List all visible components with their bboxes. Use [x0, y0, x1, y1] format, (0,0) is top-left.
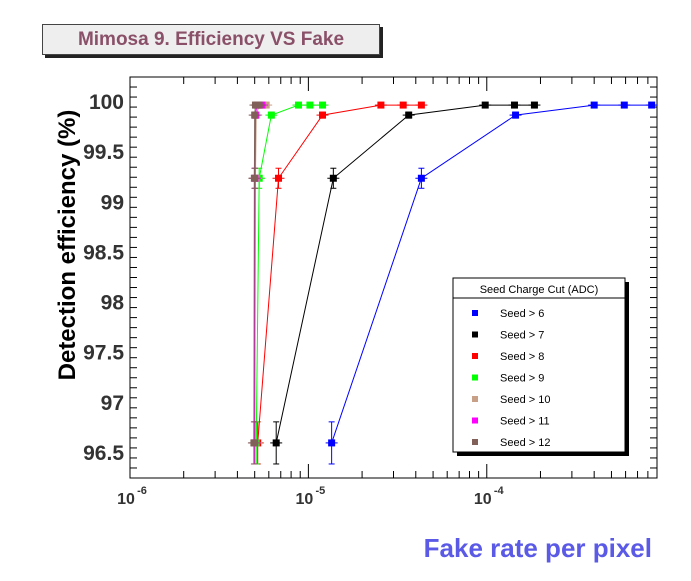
data-point — [251, 111, 259, 119]
data-point — [510, 101, 518, 109]
legend-label: Seed > 7 — [500, 330, 544, 342]
legend-marker — [472, 396, 478, 402]
data-point — [399, 101, 407, 109]
x-axis-label: Fake rate per pixel — [424, 533, 652, 563]
legend-marker — [472, 417, 478, 424]
y-tick-label: 97.5 — [83, 342, 124, 365]
x-axis: 10 -6 10 -5 10 -4 — [117, 77, 658, 508]
y-tick-label: 99 — [101, 191, 124, 214]
legend-label: Seed > 8 — [500, 351, 544, 363]
series — [270, 101, 541, 465]
data-point — [590, 101, 598, 109]
series — [251, 101, 428, 465]
data-point — [306, 101, 314, 109]
data-point — [272, 439, 280, 447]
data-point — [481, 101, 489, 109]
series-line — [257, 104, 422, 443]
legend-label: Seed > 9 — [500, 373, 544, 385]
data-point — [620, 101, 628, 109]
y-tick-label: 98 — [101, 292, 125, 315]
data-point — [319, 111, 327, 119]
data-point — [648, 101, 656, 109]
data-point — [329, 174, 337, 182]
y-tick-label: 98.5 — [83, 241, 124, 264]
chart-title: Mimosa 9. Efficiency VS Fake — [42, 24, 380, 55]
legend-label: Seed > 12 — [500, 437, 550, 449]
data-point — [255, 101, 263, 109]
data-point — [267, 111, 275, 119]
data-point — [530, 101, 538, 109]
y-axis: 96.5 97 97.5 98 98.5 99 99.5 100 — [83, 76, 657, 479]
legend-label: Seed > 6 — [500, 308, 544, 320]
x-tick-exponent: -6 — [137, 485, 147, 497]
legend-marker — [472, 331, 478, 338]
data-point — [377, 101, 385, 109]
data-point — [512, 111, 520, 119]
data-point — [294, 101, 302, 109]
legend-marker — [472, 374, 478, 381]
legend-box — [452, 277, 626, 453]
data-point — [250, 174, 258, 182]
legend-marker — [472, 353, 478, 359]
y-tick-label: 96.5 — [83, 442, 124, 465]
legend: Seed Charge Cut (ADC) Seed > 6 Seed > 7 Se… — [452, 277, 629, 456]
x-tick-label: 10 — [474, 491, 492, 508]
x-tick-exponent: -4 — [494, 485, 505, 497]
y-tick-label: 97 — [101, 392, 124, 415]
data-point — [275, 174, 283, 182]
legend-label: Seed > 10 — [500, 394, 550, 406]
legend-marker — [472, 439, 478, 445]
legend-title: Seed Charge Cut (ADC) — [480, 284, 599, 296]
x-tick-label: 10 — [295, 491, 313, 508]
legend-marker — [472, 310, 478, 316]
data-point — [417, 101, 425, 109]
y-tick-label: 100 — [89, 91, 124, 114]
data-point — [405, 111, 413, 119]
series — [247, 101, 266, 465]
y-axis-label: Detection efficiency (%) — [54, 110, 81, 381]
x-tick-label: 10 — [117, 491, 135, 508]
data-point — [328, 439, 336, 447]
x-tick-exponent: -5 — [315, 485, 325, 497]
series-layer — [247, 101, 658, 465]
series — [250, 101, 329, 465]
y-tick-label: 99.5 — [83, 141, 124, 164]
series — [325, 101, 658, 465]
data-point — [250, 439, 258, 447]
data-point — [417, 174, 425, 182]
data-point — [319, 101, 327, 109]
legend-label: Seed > 11 — [500, 416, 550, 428]
